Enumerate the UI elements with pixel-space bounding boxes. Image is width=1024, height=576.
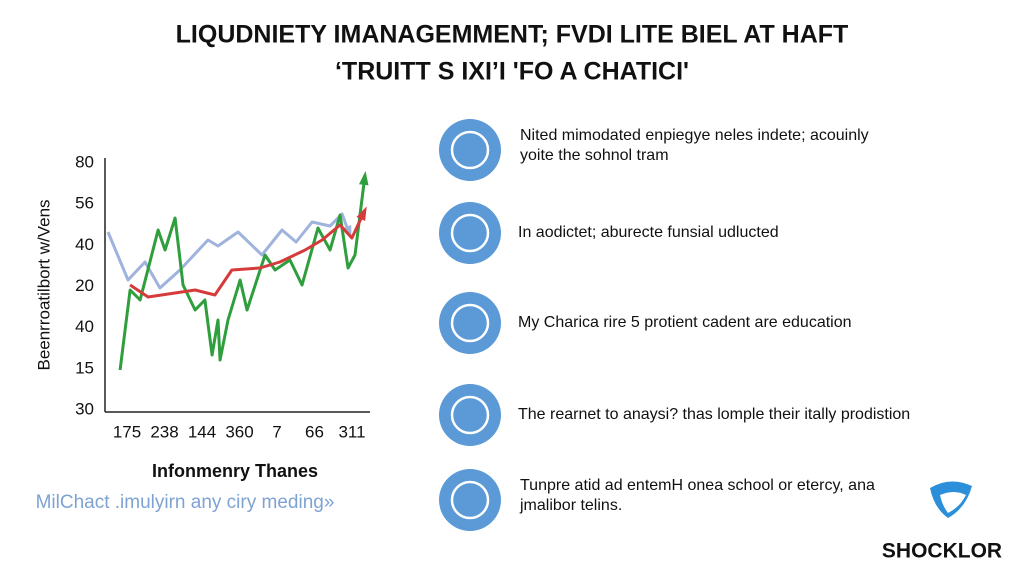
feature-icon-ring <box>450 480 490 520</box>
line-series <box>118 174 367 371</box>
title-line: LIQUDNIETY IMANAGEMMENT; FVDI LITE BIEL … <box>176 21 849 49</box>
x-tick-label: 144 <box>188 422 216 441</box>
x-tick-label: 66 <box>305 422 324 441</box>
y-axis-label: Beenrroatilbort w/Vens <box>34 199 53 370</box>
feature-text: jmalibor telins. <box>519 497 622 514</box>
x-axis-label: Infonmenry Thanes <box>152 461 318 481</box>
logo-text: SHOCKLOR <box>882 540 1002 563</box>
feature-text: In aodictet; aburecte funsial udlucted <box>518 224 779 241</box>
line-series <box>129 209 367 299</box>
feature-icon-ring <box>450 130 490 170</box>
feature-text: The rearnet to anaysi? thas lomple their… <box>518 406 910 423</box>
y-tick-label: 56 <box>75 194 94 213</box>
feature-icon <box>439 384 501 446</box>
feature-icon-ring <box>450 213 490 253</box>
y-tick-label: 30 <box>75 399 94 418</box>
x-tick-label: 7 <box>272 422 281 441</box>
feature-text: My Charica rire 5 protient cadent are ed… <box>518 314 852 331</box>
y-tick-label: 20 <box>75 276 94 295</box>
y-tick-label: 80 <box>75 152 94 171</box>
feature-icon <box>439 292 501 354</box>
arrow-head <box>359 171 369 186</box>
x-tick-label: 311 <box>338 422 365 441</box>
feature-text: Nited mimodated enpiegye neles indete; a… <box>520 127 869 144</box>
feature-icon-ring <box>450 395 490 435</box>
feature-text: yoite the sohnol tram <box>520 147 669 164</box>
y-tick-label: 40 <box>75 317 94 336</box>
feature-icon-ring <box>450 303 490 343</box>
title-line: ‘TRUITT S IXI’I 'FO A CHATICI' <box>335 58 689 86</box>
x-tick-label: 360 <box>225 422 253 441</box>
logo-icon <box>930 481 972 518</box>
x-tick-label: 175 <box>113 422 141 441</box>
subtitle: MilChact .imulyirn any ciry meding» <box>36 492 335 513</box>
y-tick-label: 15 <box>75 358 94 377</box>
feature-text: Tunpre atid ad entemH onea school or ete… <box>520 477 875 494</box>
line-series <box>106 212 352 290</box>
arrow-head <box>356 206 367 221</box>
x-tick-label: 238 <box>150 422 178 441</box>
feature-icon <box>439 469 501 531</box>
feature-icon <box>439 119 501 181</box>
y-tick-label: 40 <box>75 235 94 254</box>
feature-icon <box>439 202 501 264</box>
